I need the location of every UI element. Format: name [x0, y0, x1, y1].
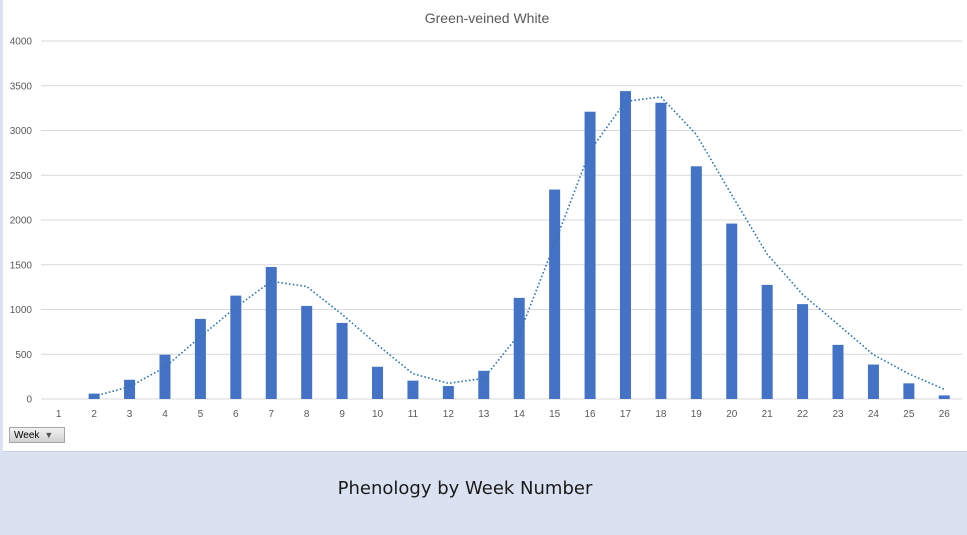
chart-title: Green-veined White	[425, 10, 550, 26]
x-axis-ticks: 1 2 3 4 5 6 7 8 9 10 11 12 13 14 15 16 17 18 19 20 21 22 23 24 2…	[56, 409, 950, 420]
bar-week-9	[336, 322, 348, 399]
bar-week-18	[655, 102, 667, 399]
gridlines	[41, 40, 962, 400]
x-tick-label: 25	[903, 409, 915, 420]
y-axis-ticks: 0 500 1000 1500 2000 2500 3000 3500 4000	[10, 37, 33, 406]
frame-edge	[0, 0, 3, 451]
x-tick-label: 12	[443, 409, 455, 420]
y-tick-label: 3000	[10, 126, 33, 137]
filter-dropdown-icon: ▼	[44, 430, 54, 440]
bar-week-4	[159, 354, 171, 399]
bar-week-23	[832, 344, 844, 399]
y-tick-label: 1000	[10, 305, 33, 316]
bar-week-26	[938, 395, 950, 399]
bar-week-21	[761, 284, 773, 399]
x-tick-label: 1	[56, 409, 62, 420]
x-tick-label: 23	[832, 409, 844, 420]
week-field-label: Week	[14, 429, 40, 441]
x-tick-label: 9	[339, 409, 345, 420]
x-tick-label: 10	[372, 409, 384, 420]
bar-week-3	[124, 379, 136, 399]
bar-week-7	[265, 266, 277, 399]
bars	[88, 91, 950, 400]
x-tick-label: 4	[162, 409, 168, 420]
x-tick-label: 11	[408, 409, 419, 420]
bar-week-11	[407, 380, 419, 399]
bar-week-20	[726, 223, 738, 399]
x-tick-label: 14	[514, 409, 526, 420]
bar-week-22	[797, 304, 809, 399]
bar-week-16	[584, 111, 596, 399]
y-tick-label: 2500	[10, 171, 33, 182]
x-tick-label: 2	[91, 409, 97, 420]
x-tick-label: 8	[304, 409, 310, 420]
x-tick-label: 5	[198, 409, 204, 420]
x-tick-label: 17	[620, 409, 632, 420]
bar-week-12	[442, 386, 454, 399]
y-tick-label: 2000	[10, 216, 33, 227]
bar-week-8	[301, 305, 313, 399]
x-tick-label: 7	[268, 409, 274, 420]
bar-week-17	[619, 91, 631, 400]
bar-week-14	[513, 297, 525, 399]
caption: Phenology by Week Number	[337, 478, 593, 499]
trendline-series	[93, 96, 945, 398]
x-tick-label: 16	[584, 409, 596, 420]
x-tick-label: 13	[478, 409, 490, 420]
x-tick-label: 24	[868, 409, 880, 420]
bar-week-15	[549, 189, 561, 399]
y-tick-label: 1500	[10, 260, 33, 271]
y-tick-label: 0	[26, 395, 32, 406]
x-tick-label: 22	[797, 409, 809, 420]
x-tick-label: 21	[762, 409, 774, 420]
bar-week-10	[372, 366, 384, 399]
x-tick-label: 19	[691, 409, 703, 420]
x-tick-label: 26	[939, 409, 951, 420]
bar-week-13	[478, 370, 490, 399]
chart-svg: Green-veined White 0 500 1000 1500 2000 2500 3…	[10, 10, 962, 420]
x-tick-label: 15	[549, 409, 561, 420]
bar-week-25	[903, 383, 915, 399]
bar-week-19	[690, 166, 702, 399]
chart-area: Green-veined White 0 500 1000 1500 2000 2500 3…	[3, 0, 967, 452]
x-tick-label: 20	[726, 409, 738, 420]
y-tick-label: 3500	[10, 81, 33, 92]
x-tick-label: 6	[233, 409, 239, 420]
bar-week-6	[230, 295, 242, 399]
x-tick-label: 3	[127, 409, 133, 420]
y-tick-label: 500	[15, 350, 32, 361]
bar-week-24	[867, 364, 879, 399]
week-field-button[interactable]: Week ▼	[9, 427, 65, 443]
y-tick-label: 4000	[10, 37, 33, 48]
x-tick-label: 18	[655, 409, 667, 420]
bar-week-5	[194, 318, 206, 399]
